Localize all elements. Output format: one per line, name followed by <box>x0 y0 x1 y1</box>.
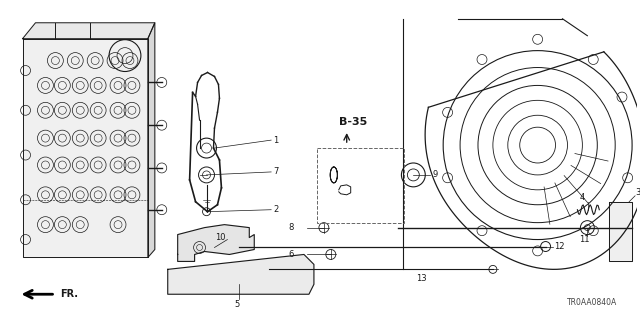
Text: 3: 3 <box>635 188 640 197</box>
Text: 7: 7 <box>273 167 278 176</box>
Bar <box>317 148 404 223</box>
Text: 6: 6 <box>289 250 294 259</box>
Text: 12: 12 <box>554 242 565 251</box>
Polygon shape <box>22 39 148 258</box>
Polygon shape <box>168 254 314 294</box>
Text: 9: 9 <box>432 171 438 180</box>
Polygon shape <box>609 202 632 261</box>
Text: 1: 1 <box>273 136 278 145</box>
Text: 4: 4 <box>579 193 585 202</box>
Text: 5: 5 <box>235 300 240 309</box>
Text: 13: 13 <box>417 274 427 283</box>
Text: 11: 11 <box>579 235 590 244</box>
Text: B-35: B-35 <box>339 117 367 127</box>
Text: TR0AA0840A: TR0AA0840A <box>567 298 617 307</box>
Polygon shape <box>22 23 155 39</box>
Polygon shape <box>178 225 254 261</box>
Text: FR.: FR. <box>60 289 78 299</box>
Text: 8: 8 <box>289 223 294 232</box>
Text: 10: 10 <box>216 233 226 242</box>
Polygon shape <box>148 23 155 258</box>
Text: 2: 2 <box>273 205 278 214</box>
